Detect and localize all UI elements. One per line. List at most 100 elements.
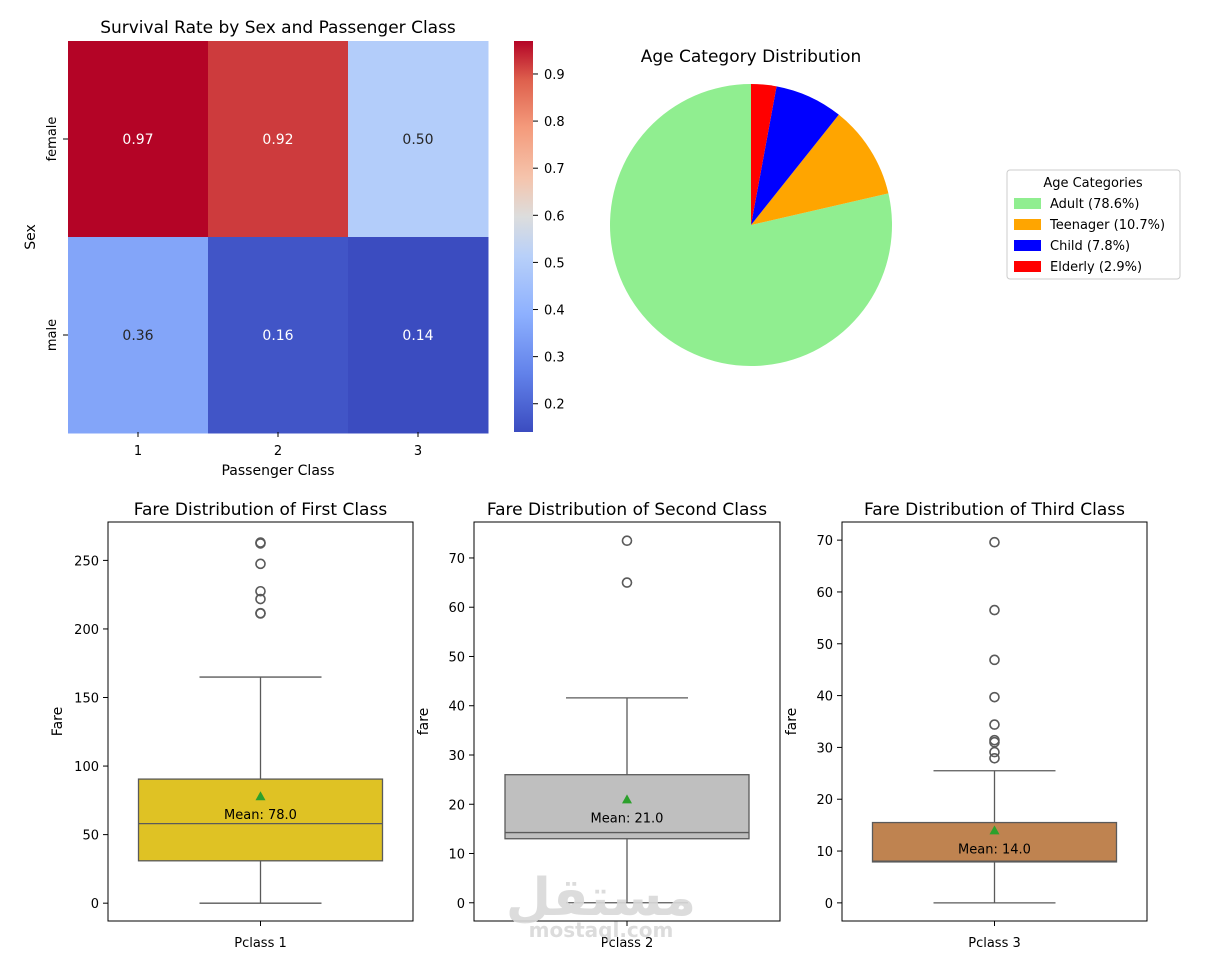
pie-legend-label: Adult (78.6%) [1050, 197, 1139, 212]
ytick-label: 30 [448, 749, 465, 764]
heatmap-cell [348, 237, 489, 434]
heatmap-cell-label: 0.16 [262, 328, 293, 344]
pie-legend: Age Categories Adult (78.6%) Teenager (10… [1006, 169, 1181, 280]
outlier-point [989, 604, 1000, 616]
heatmap-xtick-label: 2 [274, 444, 282, 459]
ytick-label: 10 [816, 845, 833, 860]
boxplot-first-class: Fare Distribution of First Class 0 50 100 15… [50, 500, 414, 951]
pie-slice [751, 84, 777, 225]
watermark-latin: mostaql.com [529, 918, 674, 942]
outlier-point [255, 585, 266, 597]
colorbar-tick-label: 0.5 [544, 256, 565, 271]
outlier-point [989, 719, 1000, 730]
watermark-arabic: مستقل [506, 868, 696, 928]
colorbar [514, 41, 533, 432]
pie-legend-label: Teenager (10.7%) [1049, 218, 1165, 233]
boxplot-title: Fare Distribution of Second Class [487, 500, 767, 520]
ytick-label: 0 [825, 897, 833, 912]
pie-slice [751, 114, 889, 225]
watermark: مستقل mostaql.com [506, 868, 696, 942]
outlier-point [989, 691, 1000, 703]
boxplot-title: Fare Distribution of First Class [134, 500, 388, 520]
heatmap-xlabel: Passenger Class [221, 463, 334, 479]
mean-label: Mean: 78.0 [224, 808, 297, 823]
heatmap-cell-label: 0.92 [262, 132, 293, 148]
ytick-label: 70 [448, 552, 465, 567]
boxplot-third-class: Fare Distribution of Third Class 0 10 20 30 4… [784, 500, 1148, 951]
colorbar-tick-label: 0.8 [544, 115, 565, 130]
ytick-label: 10 [448, 848, 465, 863]
pie-legend-title: Age Categories [1043, 176, 1143, 191]
colorbar-tick-label: 0.6 [544, 209, 565, 224]
outlier-point [255, 537, 266, 548]
heatmap-cell [348, 41, 489, 238]
boxplot-ylabel: fare [784, 708, 800, 736]
mean-label: Mean: 14.0 [958, 842, 1031, 857]
pie-legend-swatch [1014, 198, 1041, 209]
heatmap-ytick-label: male [45, 319, 60, 351]
heatmap-cell-label: 0.36 [122, 328, 153, 344]
pie-legend-label: Elderly (2.9%) [1050, 260, 1142, 275]
heatmap-xtick-label: 3 [414, 444, 422, 459]
heatmap-ytick-label: female [45, 117, 60, 162]
ytick-label: 250 [74, 554, 99, 569]
ytick-label: 50 [816, 638, 833, 653]
outlier-point [621, 577, 633, 588]
heatmap-xtick-label: 1 [134, 444, 142, 459]
mean-label: Mean: 21.0 [591, 811, 664, 826]
outlier-point [989, 752, 1000, 764]
mean-marker [989, 825, 1000, 835]
outlier-point [255, 607, 266, 619]
boxplot-ylabel: fare [416, 708, 432, 736]
boxplot-title: Fare Distribution of Third Class [864, 500, 1125, 520]
colorbar-tick-label: 0.7 [544, 162, 565, 177]
colorbar-tick-label: 0.3 [544, 351, 565, 366]
ytick-label: 50 [448, 650, 465, 665]
heatmap-cell [208, 237, 349, 434]
ytick-label: 50 [82, 829, 99, 844]
pie-legend-swatch [1014, 261, 1041, 272]
mean-marker [255, 791, 266, 801]
ytick-label: 70 [816, 534, 833, 549]
heatmap-cell-label: 0.97 [122, 132, 153, 148]
outlier-point [989, 536, 1000, 548]
pie-slice [751, 86, 839, 225]
ytick-label: 60 [816, 586, 833, 601]
xtick-label: Pclass 3 [968, 936, 1021, 951]
pie-slice [609, 84, 893, 367]
heatmap-ylabel: Sex [23, 224, 39, 250]
outlier-point [989, 654, 1000, 666]
colorbar-tick-label: 0.4 [544, 304, 565, 319]
heatmap-cell-label: 0.14 [402, 328, 433, 344]
ytick-label: 20 [816, 793, 833, 808]
ytick-label: 0 [457, 897, 465, 912]
ytick-label: 20 [448, 798, 465, 813]
boxplot-second-class: Fare Distribution of Second Class 0 10 20 30… [416, 500, 781, 951]
outlier-point [255, 593, 266, 605]
ytick-label: 100 [74, 760, 99, 775]
outlier-point [989, 734, 1000, 746]
outlier-point [255, 558, 266, 570]
heatmap-cell [208, 41, 349, 238]
xtick-label: Pclass 1 [234, 936, 287, 951]
heatmap-cell [68, 237, 209, 434]
colorbar-tick-label: 0.2 [544, 398, 565, 413]
pie-legend-label: Child (7.8%) [1050, 239, 1130, 254]
ytick-label: 60 [448, 601, 465, 616]
colorbar-tick-label: 0.9 [544, 68, 565, 83]
heatmap-panel: Survival Rate by Sex and Passenger Class… [23, 18, 565, 479]
box [504, 774, 750, 840]
pie-legend-swatch [1014, 240, 1041, 251]
pie-legend-swatch [1014, 219, 1041, 230]
heatmap-title: Survival Rate by Sex and Passenger Class [100, 18, 456, 38]
xtick-label: Pclass 2 [601, 936, 654, 951]
ytick-label: 0 [91, 897, 99, 912]
mean-marker [622, 794, 632, 804]
ytick-label: 30 [816, 741, 833, 756]
pie-title: Age Category Distribution [641, 47, 862, 67]
ytick-label: 150 [74, 692, 99, 707]
ytick-label: 40 [816, 690, 833, 705]
outlier-point [989, 746, 1000, 758]
heatmap-cell [68, 41, 209, 238]
